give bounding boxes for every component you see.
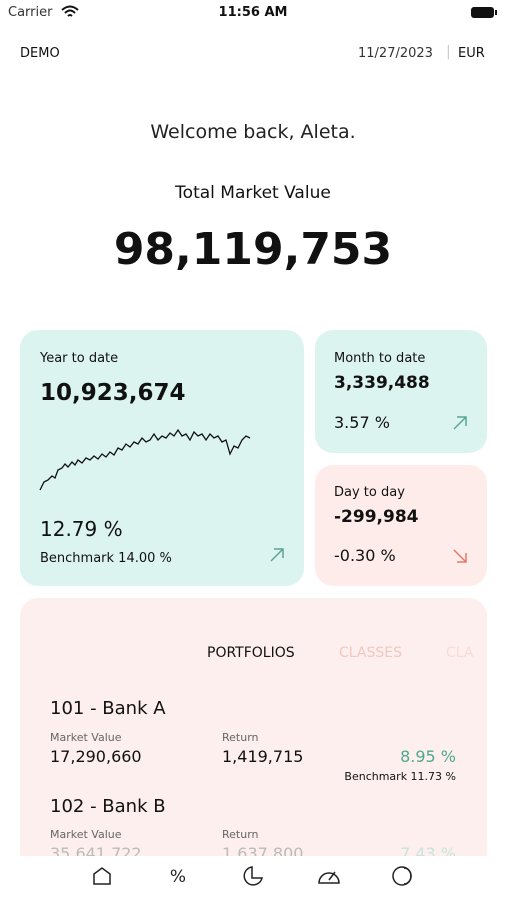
pie-icon[interactable] xyxy=(243,866,263,886)
card-value: 3,339,488 xyxy=(334,373,430,393)
label: Market Value xyxy=(50,731,122,744)
dtd-card[interactable]: Day to day -299,984 -0.30 % xyxy=(315,465,487,586)
arrow-up xyxy=(453,416,467,430)
card-benchmark: Benchmark 14.00 % xyxy=(40,551,172,566)
account[interactable]: DEMO xyxy=(20,46,60,61)
card-title: Day to day xyxy=(334,485,405,500)
return: 1,419,715 xyxy=(222,747,304,766)
clock: 11:56 AM xyxy=(218,5,288,20)
label: Market Value xyxy=(50,828,122,841)
label: Return xyxy=(222,731,259,744)
divider: | xyxy=(446,44,451,60)
home-icon[interactable] xyxy=(93,867,111,885)
card-return: 12.79 % xyxy=(40,517,123,541)
ytd-card[interactable]: Year to date 10,923,674 12.79 % Benchmar… xyxy=(20,330,304,586)
total-label: Total Market Value xyxy=(175,183,331,203)
tab-icons: % xyxy=(93,866,412,887)
card-title: Year to date xyxy=(40,351,119,366)
arrow-up xyxy=(270,548,284,562)
card-value: -299,984 xyxy=(334,507,419,527)
tab-bar: % xyxy=(0,856,506,900)
portfolio-name[interactable]: 102 - Bank B xyxy=(50,796,166,817)
percent-icon[interactable]: % xyxy=(170,867,186,887)
benchmark: Benchmark 11.73 % xyxy=(344,770,456,783)
card-value: 10,923,674 xyxy=(40,380,186,406)
mtd-card[interactable]: Month to date 3,339,488 3.57 % xyxy=(315,330,487,453)
card-return: 3.57 % xyxy=(334,413,390,432)
carrier: Carrier xyxy=(8,5,53,20)
tab-active[interactable]: PORTFOLIOS xyxy=(207,645,295,661)
label: Return xyxy=(222,828,259,841)
card-title: Month to date xyxy=(334,351,426,366)
total-value: 98,119,753 xyxy=(113,224,393,275)
tab[interactable]: CLASSES xyxy=(339,645,402,661)
welcome: Welcome back, Aleta. xyxy=(150,121,356,143)
card-return: -0.30 % xyxy=(334,546,396,565)
portfolio-name[interactable]: 101 - Bank A xyxy=(50,698,166,719)
arrow-down xyxy=(453,549,467,563)
currency[interactable]: EUR xyxy=(458,46,485,61)
date[interactable]: 11/27/2023 xyxy=(358,46,433,61)
battery-icon xyxy=(471,7,497,18)
portfolio-panel: PORTFOLIOS CLASSES CLA 101 - Bank A Mark… xyxy=(20,598,487,888)
return-pct: 8.95 % xyxy=(400,747,456,766)
wifi-icon xyxy=(61,5,79,17)
sparkline xyxy=(39,428,251,491)
market-value: 17,290,660 xyxy=(50,747,142,766)
tab[interactable]: CLA xyxy=(446,645,474,661)
gauge-icon[interactable] xyxy=(318,871,340,884)
